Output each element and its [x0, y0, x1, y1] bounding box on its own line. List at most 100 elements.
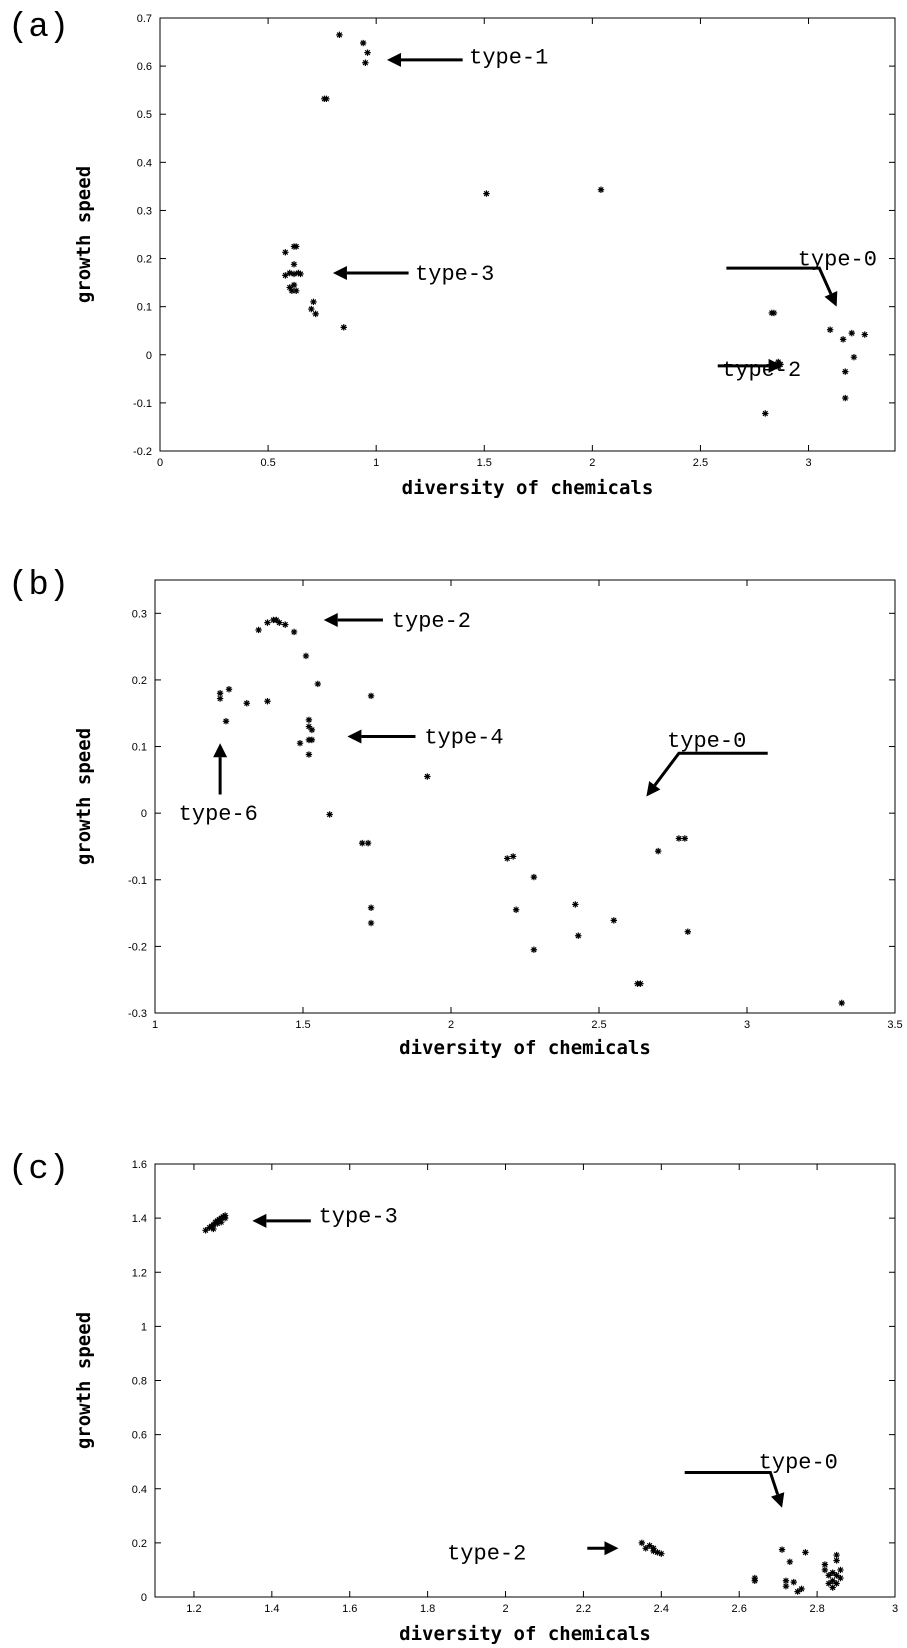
data-point: [839, 336, 847, 343]
data-point: [821, 1566, 829, 1574]
data-point: [290, 261, 298, 268]
data-point: [751, 1574, 758, 1582]
x-tick-label: 1: [373, 457, 379, 469]
data-point: [509, 853, 517, 860]
data-point: [829, 1584, 836, 1591]
data-point: [850, 353, 858, 361]
arrow-head: [332, 265, 347, 280]
y-tick-label: 0.1: [137, 302, 152, 314]
data-point: [264, 698, 271, 705]
arrow-head: [770, 1492, 785, 1508]
x-tick-label: 3.5: [887, 1019, 902, 1031]
y-tick-label: 1.2: [132, 1267, 147, 1279]
data-point: [290, 281, 298, 289]
data-point: [210, 1225, 217, 1233]
arrow-head: [347, 729, 362, 744]
data-point: [646, 1542, 653, 1549]
data-point: [802, 1549, 809, 1556]
data-point: [367, 692, 375, 700]
y-tick-label: 0.7: [137, 13, 152, 25]
data-point: [848, 329, 855, 337]
annotation-label: type-3: [319, 1204, 398, 1229]
data-point: [273, 616, 280, 624]
data-point: [838, 999, 845, 1007]
data-point: [243, 700, 250, 707]
data-point: [310, 298, 317, 306]
y-tick-label: 0.2: [132, 675, 147, 687]
data-point: [424, 773, 431, 780]
data-point: [216, 690, 224, 697]
data-point: [292, 287, 300, 294]
x-tick-label: 2.5: [693, 457, 708, 469]
data-point: [221, 1212, 229, 1219]
data-point: [861, 331, 868, 338]
annotation-label: type-0: [759, 1451, 838, 1476]
y-axis-label: growth speed: [73, 728, 95, 865]
y-tick-label: 0.6: [137, 61, 152, 73]
data-point: [770, 309, 778, 317]
data-point: [826, 326, 834, 333]
data-point: [305, 723, 313, 730]
data-point: [225, 686, 233, 693]
data-point: [782, 1582, 790, 1590]
data-point: [308, 726, 316, 734]
data-point: [512, 906, 520, 913]
data-point: [295, 269, 302, 277]
annotation-arrow: [726, 266, 833, 295]
data-point: [675, 835, 683, 842]
data-point: [786, 1558, 794, 1566]
data-point: [202, 1227, 209, 1234]
data-point: [367, 919, 375, 927]
data-point: [842, 368, 849, 375]
y-tick-label: -0.2: [133, 446, 152, 458]
data-point: [833, 1557, 840, 1564]
data-point: [367, 904, 375, 911]
x-tick-label: 2.8: [809, 1603, 824, 1615]
annotation-label: type-4: [424, 726, 503, 751]
data-point: [483, 190, 490, 197]
data-point: [825, 1580, 832, 1587]
plot-frame: [154, 1163, 896, 1598]
data-point: [326, 811, 333, 818]
data-point: [296, 740, 304, 747]
data-point: [290, 243, 298, 250]
data-point: [288, 287, 296, 294]
data-point: [264, 619, 271, 626]
y-tick-label: -0.3: [128, 1008, 147, 1020]
annotation-label: type-3: [415, 262, 494, 287]
data-point: [798, 1585, 805, 1593]
data-point: [216, 695, 224, 702]
x-tick-label: 2.2: [576, 1603, 591, 1615]
data-point: [842, 394, 849, 402]
data-point: [833, 1580, 840, 1587]
x-tick-label: 3: [744, 1019, 750, 1031]
panel-label: (a): [8, 9, 69, 47]
x-tick-label: 0: [157, 457, 163, 469]
arrow-head: [646, 781, 661, 797]
annotation-label: type-6: [179, 802, 258, 827]
panel-2: 1.2 1.4 1.6 1.8 2 2.2 2.4 2.6 2.8 3 0 0.2 0.4 0.6 0.8 1…: [8, 1151, 898, 1645]
data-point: [210, 1221, 217, 1229]
x-tick-label: 2.6: [732, 1603, 747, 1615]
y-tick-label: 1.4: [132, 1213, 147, 1225]
x-tick-label: 2: [502, 1603, 508, 1615]
y-tick-label: -0.1: [133, 398, 152, 410]
panel-0: 0 0.5 1 1.5 2 2.5 3 -0.2 -0.1 0 0.1 0.2 0.3 0.4 0.5 0.6…: [8, 9, 896, 499]
data-point: [297, 270, 304, 278]
annotation-arrow: [653, 751, 768, 787]
x-tick-label: 1: [152, 1019, 158, 1031]
y-tick-label: 1: [141, 1321, 147, 1333]
data-point: [777, 361, 784, 368]
data-point: [837, 1566, 844, 1574]
data-point: [305, 751, 313, 758]
y-tick-label: 0.8: [132, 1376, 147, 1388]
data-point: [290, 628, 298, 636]
annotation-label: type-1: [469, 45, 548, 70]
y-tick-label: 0.4: [137, 157, 152, 169]
annotation-label: type-0: [798, 248, 877, 273]
annotation-label: type-2: [447, 1541, 526, 1566]
panel-label: (c): [8, 1151, 69, 1189]
data-point: [504, 855, 511, 862]
data-point: [308, 736, 316, 744]
x-tick-label: 2.5: [591, 1019, 606, 1031]
